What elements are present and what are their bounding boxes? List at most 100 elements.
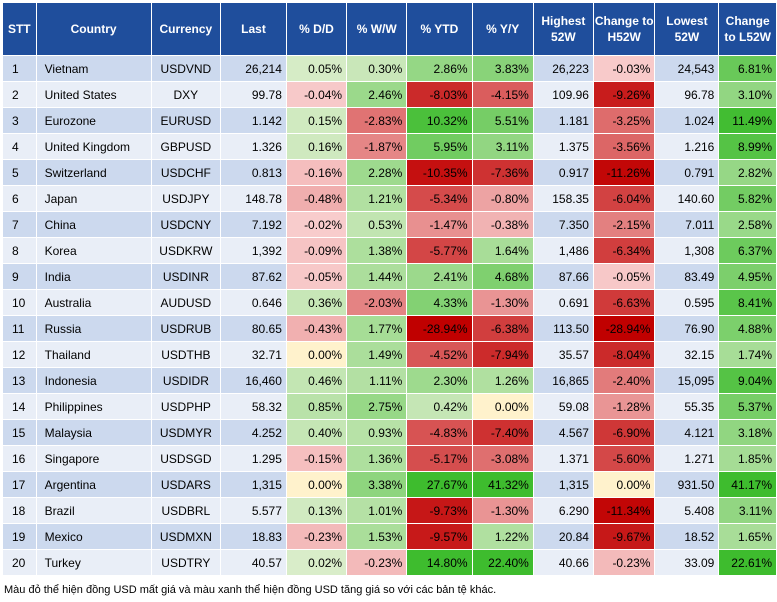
cell-ch: -6.34% <box>592 237 656 264</box>
cell-low: 1.024 <box>654 107 720 134</box>
cell-ww: -2.83% <box>346 107 408 134</box>
cell-yy: -4.15% <box>471 81 534 108</box>
header-yy: % Y/Y <box>471 2 534 56</box>
cell-yy: -1.30% <box>471 497 534 524</box>
cell-dd: 0.00% <box>285 471 348 498</box>
cell-high: 109.96 <box>532 81 594 108</box>
cell-currency: USDRUB <box>150 315 222 342</box>
cell-currency: USDCNY <box>150 211 222 238</box>
cell-stt: 9 <box>2 263 37 290</box>
cell-currency: USDMXN <box>150 523 222 550</box>
cell-low: 32.15 <box>654 341 720 368</box>
cell-low: 5.408 <box>654 497 720 524</box>
cell-yy: -1.30% <box>471 289 534 316</box>
footnote: Màu đỏ thể hiện đồng USD mất giá và màu … <box>4 584 497 596</box>
cell-currency: USDSGD <box>150 445 222 472</box>
cell-yy: -7.36% <box>471 159 534 186</box>
cell-cl: 22.61% <box>718 549 777 576</box>
cell-ytd: -28.94% <box>406 315 473 342</box>
cell-dd: 0.15% <box>285 107 348 134</box>
cell-last: 1.295 <box>220 445 287 472</box>
cell-yy: 1.22% <box>471 523 534 550</box>
cell-currency: USDARS <box>150 471 222 498</box>
cell-high: 59.08 <box>532 393 594 420</box>
cell-stt: 2 <box>2 81 37 108</box>
cell-currency: USDPHP <box>150 393 222 420</box>
cell-high: 1,486 <box>532 237 594 264</box>
cell-currency: USDBRL <box>150 497 222 524</box>
cell-currency: USDINR <box>150 263 222 290</box>
cell-high: 0.691 <box>532 289 594 316</box>
table-row: 17 Argentina USDARS 1,315 0.00% 3.38% 27.67% 41… <box>2 471 777 498</box>
cell-cl: 41.17% <box>718 471 777 498</box>
header-change-h52w: Change to H52W <box>592 2 656 56</box>
cell-high: 40.66 <box>532 549 594 576</box>
cell-low: 931.50 <box>654 471 720 498</box>
table-row: 19 Mexico USDMXN 18.83 -0.23% 1.53% -9.57% 1.22… <box>2 523 777 550</box>
cell-cl: 3.10% <box>718 81 777 108</box>
cell-ytd: 10.32% <box>406 107 473 134</box>
cell-cl: 8.99% <box>718 133 777 160</box>
cell-yy: -0.80% <box>471 185 534 212</box>
cell-stt: 18 <box>2 497 37 524</box>
cell-ytd: 2.30% <box>406 367 473 394</box>
cell-last: 87.62 <box>220 263 287 290</box>
cell-cl: 6.37% <box>718 237 777 264</box>
cell-ytd: 4.33% <box>406 289 473 316</box>
header-high52w: Highest 52W <box>532 2 594 56</box>
cell-last: 99.78 <box>220 81 287 108</box>
table-row: 7 China USDCNY 7.192 -0.02% 0.53% -1.47% -0.38%… <box>2 211 777 238</box>
cell-last: 18.83 <box>220 523 287 550</box>
cell-last: 1.326 <box>220 133 287 160</box>
header-country: Country <box>35 2 152 56</box>
table-row: 11 Russia USDRUB 80.65 -0.43% 1.77% -28.94% -6.… <box>2 315 777 342</box>
cell-high: 6.290 <box>532 497 594 524</box>
cell-country: Korea <box>35 237 152 264</box>
cell-currency: USDVND <box>150 55 222 82</box>
cell-high: 16,865 <box>532 367 594 394</box>
cell-dd: 0.40% <box>285 419 348 446</box>
cell-ytd: -4.52% <box>406 341 473 368</box>
cell-high: 1.181 <box>532 107 594 134</box>
cell-low: 4.121 <box>654 419 720 446</box>
cell-ch: 0.00% <box>592 471 656 498</box>
cell-stt: 8 <box>2 237 37 264</box>
cell-currency: USDJPY <box>150 185 222 212</box>
cell-currency: USDCHF <box>150 159 222 186</box>
table-row: 4 United Kingdom GBPUSD 1.326 0.16% -1.87% 5.9… <box>2 133 777 160</box>
cell-country: Australia <box>35 289 152 316</box>
cell-ytd: 5.95% <box>406 133 473 160</box>
table-row: 8 Korea USDKRW 1,392 -0.09% 1.38% -5.77% 1.64% 1… <box>2 237 777 264</box>
cell-country: United Kingdom <box>35 133 152 160</box>
cell-country: Eurozone <box>35 107 152 134</box>
cell-low: 96.78 <box>654 81 720 108</box>
cell-dd: -0.16% <box>285 159 348 186</box>
cell-ww: 1.77% <box>346 315 408 342</box>
cell-yy: -7.94% <box>471 341 534 368</box>
cell-dd: -0.09% <box>285 237 348 264</box>
cell-high: 7.350 <box>532 211 594 238</box>
cell-high: 1.375 <box>532 133 594 160</box>
cell-country: Russia <box>35 315 152 342</box>
cell-ch: -2.40% <box>592 367 656 394</box>
cell-ch: -1.28% <box>592 393 656 420</box>
cell-stt: 19 <box>2 523 37 550</box>
cell-dd: -0.15% <box>285 445 348 472</box>
cell-low: 15,095 <box>654 367 720 394</box>
cell-country: Turkey <box>35 549 152 576</box>
cell-dd: -0.05% <box>285 263 348 290</box>
cell-last: 1,392 <box>220 237 287 264</box>
cell-low: 7.011 <box>654 211 720 238</box>
cell-country: China <box>35 211 152 238</box>
cell-cl: 4.88% <box>718 315 777 342</box>
cell-ytd: -4.83% <box>406 419 473 446</box>
cell-low: 55.35 <box>654 393 720 420</box>
cell-country: Japan <box>35 185 152 212</box>
cell-ch: -6.63% <box>592 289 656 316</box>
cell-stt: 14 <box>2 393 37 420</box>
cell-cl: 3.18% <box>718 419 777 446</box>
cell-dd: 0.36% <box>285 289 348 316</box>
cell-low: 1.216 <box>654 133 720 160</box>
cell-ch: -2.15% <box>592 211 656 238</box>
cell-ytd: 14.80% <box>406 549 473 576</box>
